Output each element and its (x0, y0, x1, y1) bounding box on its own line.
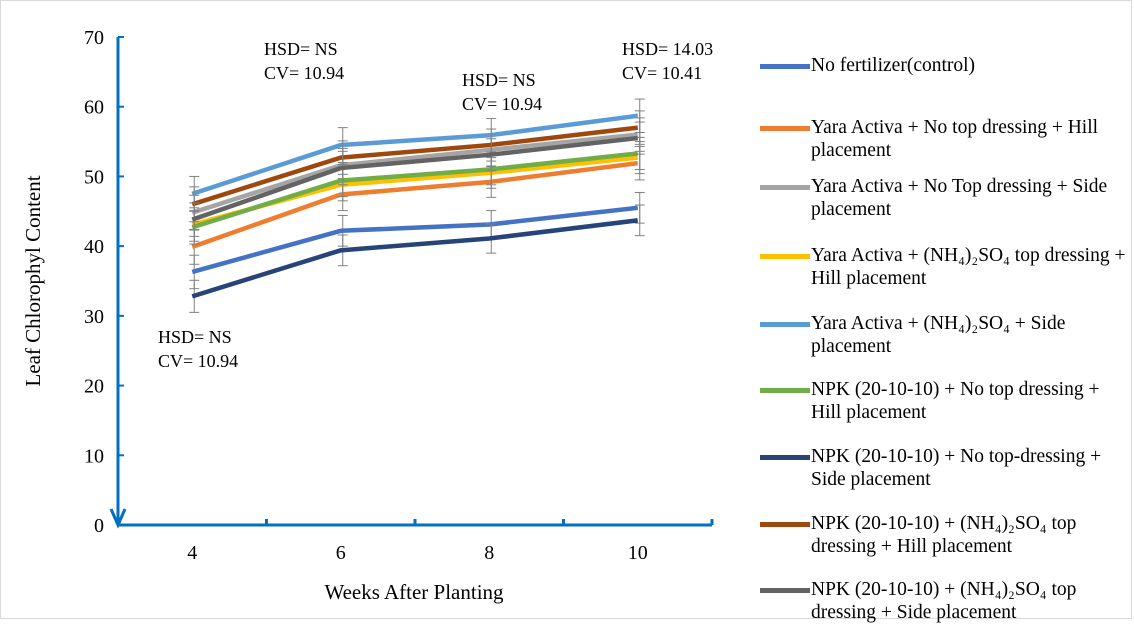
series-9 (189, 121, 645, 237)
annotation: HSD= NS CV= 10.94 (462, 70, 542, 114)
legend-item: No fertilizer(control) (760, 54, 1129, 77)
series-line (191, 160, 639, 249)
legend-swatch (760, 185, 810, 190)
legend-swatch (760, 522, 810, 527)
annotation-text: CV= 10.94 (158, 351, 238, 371)
y-tick-label: 50 (84, 166, 104, 188)
legend-label: No fertilizer(control) (811, 55, 976, 76)
y-tick-label: 70 (84, 27, 104, 49)
series-7 (189, 204, 645, 313)
annotation-text: CV= 10.41 (622, 63, 702, 83)
legend-label: NPK (20-10-10) + (NH₄)₂SO₄ top dressing … (811, 579, 1077, 623)
y-tick-label: 60 (84, 97, 104, 119)
series-line (191, 125, 639, 207)
legend-label: Yara Activa + No Top dressing + Side pla… (811, 176, 1108, 220)
annotation-text: HSD= NS (264, 39, 338, 59)
legend-label: NPK (20-10-10) + No top-dressing + Side … (811, 446, 1102, 490)
legend-swatch (760, 254, 810, 259)
y-tick-label: 30 (84, 306, 104, 328)
legend-swatch (760, 64, 810, 69)
y-tick-label: 40 (84, 236, 104, 258)
y-tick-label: 10 (84, 445, 104, 467)
annotation-text: CV= 10.94 (264, 63, 344, 83)
x-tick-label: 8 (484, 542, 494, 564)
annotation-text: HSD= 14.03 (622, 39, 713, 59)
legend-item: Yara Activa + No Top dressing + Side pla… (760, 175, 1129, 221)
annotation-text: CV= 10.94 (462, 94, 542, 114)
annotation-layer: HSD= NS CV= 10.94 HSD= NS CV= 10.94 HSD= NS C… (158, 39, 713, 371)
legend-label: NPK (20-10-10) + (NH₄)₂SO₄ top dressing … (811, 513, 1077, 557)
series-line (191, 218, 639, 299)
legend-item: Yara Activa + (NH₄)₂SO₄ top dressing + H… (760, 244, 1129, 290)
legend-swatch (760, 455, 810, 460)
error-bar (634, 204, 645, 237)
annotation-text: HSD= NS (158, 327, 232, 347)
error-bar (634, 121, 645, 155)
series-line (191, 151, 638, 230)
legend-item: NPK (20-10-10) + No top dressing + Hill … (760, 378, 1129, 424)
legend-swatch (760, 322, 810, 327)
y-axis-label: Leaf Chlorophyl Content (21, 175, 45, 386)
series-layer (189, 98, 645, 313)
y-tick-label: 20 (84, 376, 104, 398)
annotation: HSD= 14.03 CV= 10.41 (622, 39, 713, 83)
annotation-text: HSD= NS (462, 70, 536, 90)
legend-item: Yara Activa + No top dressing + Hill pla… (760, 116, 1129, 162)
x-tick-label: 10 (628, 542, 648, 564)
annotation: HSD= NS CV= 10.94 (158, 327, 238, 371)
legend-swatch (760, 126, 810, 131)
legend-item: NPK (20-10-10) + No top-dressing + Side … (760, 445, 1129, 491)
legend-label: NPK (20-10-10) + No top dressing + Hill … (811, 379, 1100, 423)
series-line (191, 132, 638, 215)
axes: 0 10 20 30 40 50 60 70 4 6 8 10 (84, 27, 714, 564)
y-tick-label: 0 (94, 515, 104, 537)
legend-item: NPK (20-10-10) + (NH₄)₂SO₄ top dressing … (760, 578, 1129, 624)
x-axis-label: Weeks After Planting (324, 580, 504, 604)
legend-label: Yara Activa + (NH₄)₂SO₄ + Side placement (811, 313, 1066, 357)
legend-swatch (760, 588, 810, 593)
series-line (191, 135, 639, 222)
series-line (191, 113, 639, 196)
x-tick-label: 6 (336, 542, 346, 564)
series-line (191, 205, 639, 275)
legend-item: NPK (20-10-10) + (NH₄)₂SO₄ top dressing … (760, 512, 1129, 558)
legend-swatch (760, 388, 810, 393)
x-tick-label: 4 (187, 542, 197, 564)
legend-label: Yara Activa + (NH₄)₂SO₄ top dressing + H… (811, 245, 1126, 289)
legend-item: Yara Activa + (NH₄)₂SO₄ + Side placement (760, 312, 1129, 358)
legend-label: Yara Activa + No top dressing + Hill pla… (811, 117, 1099, 161)
annotation: HSD= NS CV= 10.94 (264, 39, 344, 83)
